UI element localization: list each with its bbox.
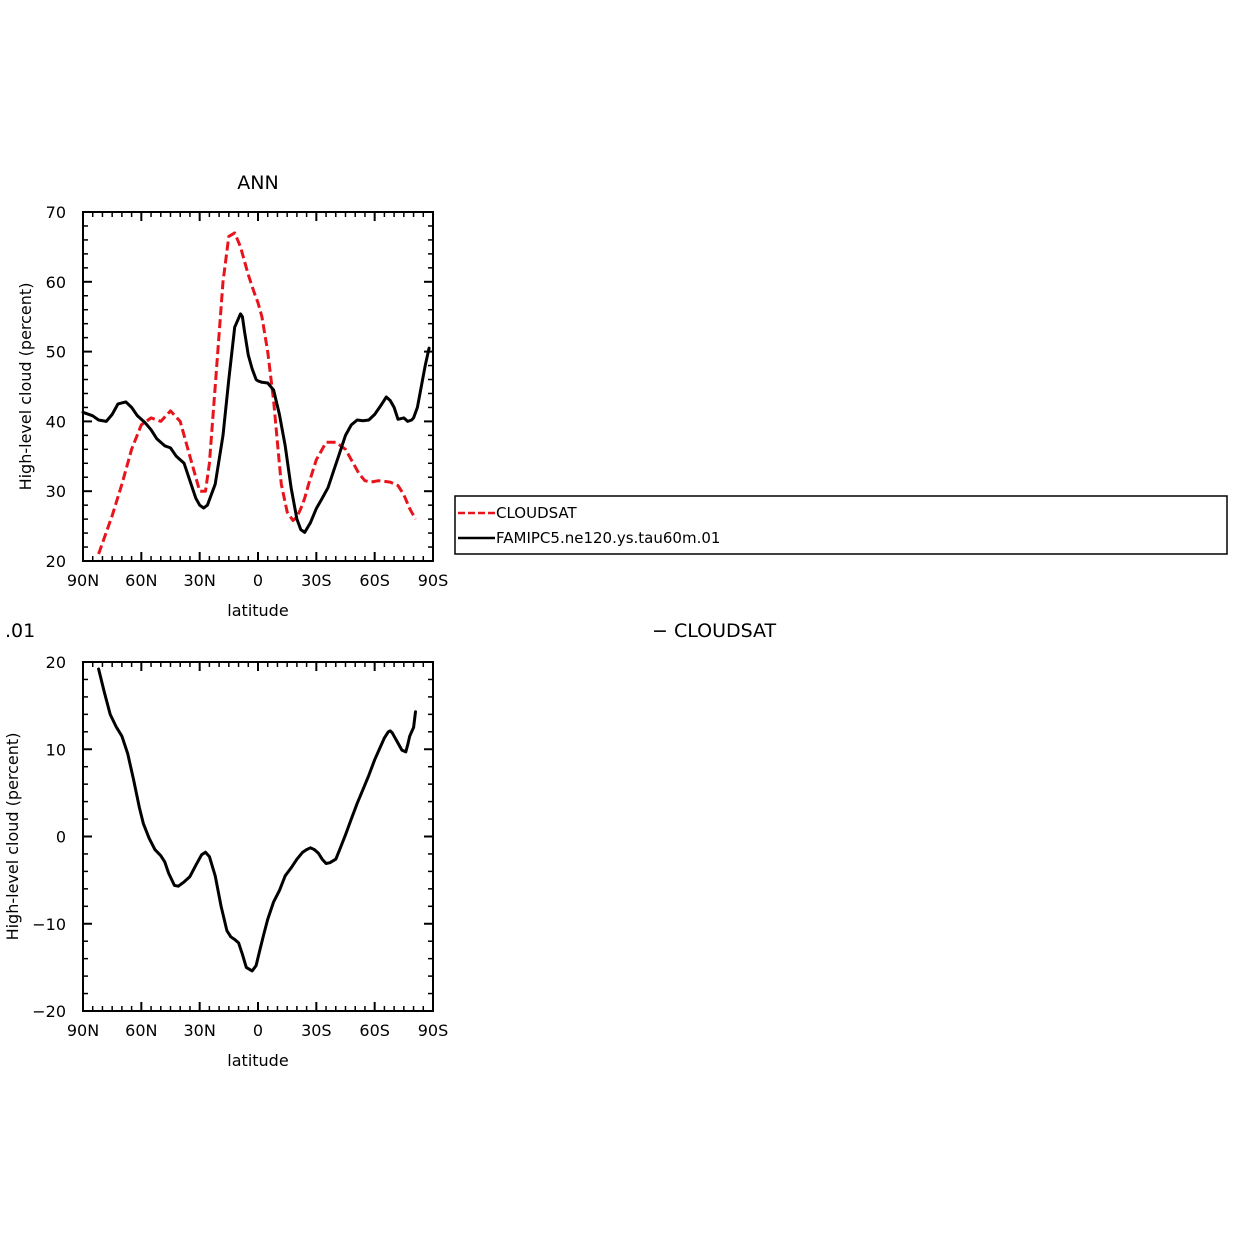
legend: CLOUDSAT FAMIPC5.ne120.ys.tau60m.01 (454, 495, 1228, 555)
bottom-y-axis-title: High-level cloud (percent) (3, 733, 22, 941)
x-tick-label: 30N (184, 1021, 216, 1040)
top-panel-title: ANN (237, 172, 278, 194)
x-tick-label: 60N (125, 571, 157, 590)
x-tick-label: 90N (67, 571, 99, 590)
y-tick-label: −20 (32, 1002, 66, 1021)
y-tick-label: 70 (46, 203, 66, 222)
y-tick-label: 20 (46, 552, 66, 571)
x-tick-label: 90S (418, 1021, 449, 1040)
legend-label-model: FAMIPC5.ne120.ys.tau60m.01 (496, 529, 720, 547)
x-tick-label: 60S (359, 571, 390, 590)
legend-label-cloudsat: CLOUDSAT (496, 504, 578, 522)
famipc5-ne120-ys-tau60m-01-line (81, 312, 431, 534)
top-plot-frame (82, 211, 434, 562)
x-tick-label: 90N (67, 1021, 99, 1040)
bottom-y-tick-labels: −20 −10 0 10 20 (32, 653, 66, 1021)
y-tick-label: 30 (46, 482, 66, 501)
top-x-axis-title: latitude (227, 601, 288, 620)
top-x-tick-labels: 90N 60N 30N 0 30S 60S 90S (67, 571, 448, 590)
bottom-series-lines (97, 667, 417, 973)
difference-line (97, 667, 417, 973)
x-tick-label: 60S (359, 1021, 390, 1040)
bottom-ticks (82, 661, 434, 1012)
x-tick-label: 60N (125, 1021, 157, 1040)
x-tick-label: 90S (418, 571, 449, 590)
x-tick-label: 0 (253, 1021, 263, 1040)
x-tick-label: 0 (253, 571, 263, 590)
y-tick-label: 60 (46, 273, 66, 292)
y-tick-label: 20 (46, 653, 66, 672)
bottom-panel-title-left: .01 (5, 620, 35, 642)
top-panel: ANN 90N 60N 30N 0 30S 60S 90S 20 30 40 50 60 70 lat… (16, 172, 448, 620)
bottom-x-tick-labels: 90N 60N 30N 0 30S 60S 90S (67, 1021, 448, 1040)
x-tick-label: 30N (184, 571, 216, 590)
x-tick-label: 30S (301, 571, 332, 590)
y-tick-label: 10 (46, 740, 66, 759)
bottom-panel-title-right: − CLOUDSAT (652, 620, 777, 642)
y-tick-label: 40 (46, 412, 66, 431)
legend-box (454, 495, 1228, 555)
top-ticks (82, 211, 434, 562)
y-tick-label: −10 (32, 915, 66, 934)
bottom-x-axis-title: latitude (227, 1051, 288, 1070)
top-y-tick-labels: 20 30 40 50 60 70 (46, 203, 66, 571)
top-series-lines (81, 231, 431, 555)
cloudsat-line (97, 231, 417, 555)
top-y-axis-title: High-level cloud (percent) (16, 283, 35, 491)
y-tick-label: 0 (56, 828, 66, 847)
x-tick-label: 30S (301, 1021, 332, 1040)
bottom-panel: .01 − CLOUDSAT 90N 60N 30N 0 30S 60S 90S −20 −1… (3, 620, 777, 1070)
y-tick-label: 50 (46, 343, 66, 362)
